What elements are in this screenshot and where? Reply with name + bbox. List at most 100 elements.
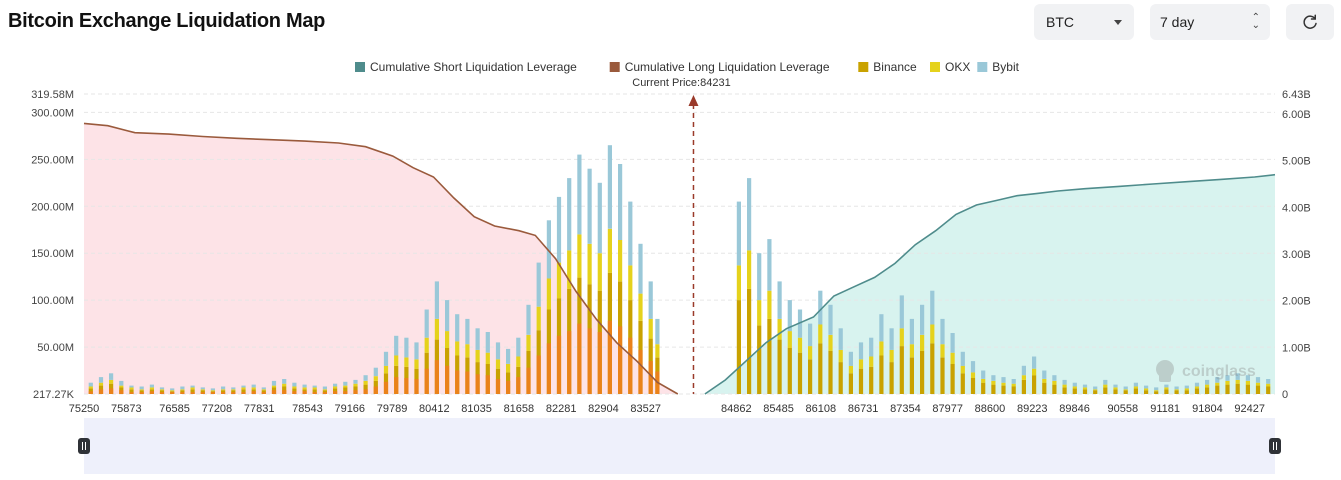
x-tick-label: 79166 (334, 403, 365, 415)
bar-okx (363, 380, 368, 385)
bar-okx (879, 341, 884, 356)
x-tick-label: 77831 (244, 403, 275, 415)
bar-bybit (1042, 370, 1047, 379)
bar-okx (747, 250, 752, 289)
bar-okx (251, 387, 256, 390)
page-title: Bitcoin Exchange Liquidation Map (8, 10, 326, 32)
bar-bybit (1093, 386, 1098, 390)
navigator-right-handle[interactable] (1269, 438, 1281, 454)
current-price-arrow-icon (688, 95, 699, 106)
bar-okx (1133, 386, 1138, 389)
bar-okx (495, 359, 501, 369)
bar-binance (1255, 385, 1261, 394)
x-tick-label: 85485 (763, 403, 794, 415)
bar-okx (930, 324, 935, 344)
bar-bybit (655, 318, 660, 345)
bar-binance (757, 325, 762, 394)
bar-okx (343, 385, 348, 388)
bar-bybit (251, 384, 256, 388)
bar-long-liquidation (88, 391, 93, 394)
bar-okx (536, 306, 541, 331)
bar-bybit (920, 304, 925, 335)
x-tick-label: 81658 (504, 403, 535, 415)
bar-bybit (747, 178, 752, 251)
bar-long-liquidation (465, 371, 470, 394)
coinglass-logo: coinglass (1156, 360, 1256, 382)
legend-label: Cumulative Long Liquidation Leverage (625, 60, 830, 74)
bar-long-liquidation (343, 391, 348, 394)
y-right-tick-label: 6.43B (1282, 89, 1311, 101)
bar-okx (869, 356, 874, 367)
bar-long-liquidation (98, 389, 104, 394)
legend-label: Binance (873, 60, 917, 74)
bar-long-liquidation (170, 392, 175, 394)
bar-okx (899, 328, 904, 347)
bar-binance (736, 300, 741, 394)
navigator-range (84, 418, 1275, 474)
time-range-select[interactable]: 7 day ⌃ ⌄ (1150, 4, 1270, 40)
bar-okx (445, 331, 450, 348)
bar-okx (241, 387, 246, 390)
bar-binance (930, 343, 935, 394)
bar-okx (648, 318, 653, 339)
bar-okx (139, 389, 144, 391)
x-tick-label: 82281 (546, 403, 577, 415)
bar-binance (920, 350, 925, 394)
bar-okx (394, 355, 399, 366)
bar-bybit (292, 382, 297, 387)
bar-binance (797, 352, 803, 394)
bar-long-liquidation (516, 377, 521, 394)
bar-okx (1205, 384, 1210, 388)
bar-okx (1154, 390, 1159, 392)
bar-binance (1113, 389, 1118, 394)
bar-binance (767, 318, 772, 394)
bar-binance (981, 382, 986, 394)
bar-okx (526, 334, 531, 351)
y-left-tick-label: 150.00M (31, 248, 74, 260)
bar-bybit (1103, 379, 1108, 385)
bar-long-liquidation (353, 390, 358, 394)
coin-select[interactable]: BTC (1034, 4, 1134, 40)
legend-swatch (977, 62, 988, 72)
bar-bybit (607, 145, 612, 229)
navigator-left-handle[interactable] (78, 438, 90, 454)
bar-okx (373, 376, 378, 381)
bar-okx (1093, 389, 1098, 391)
bar-long-liquidation (373, 386, 378, 394)
bar-bybit (373, 367, 378, 377)
bar-binance (1011, 386, 1016, 394)
bar-okx (190, 387, 195, 390)
y-right-tick-label: 2.00B (1282, 296, 1311, 308)
bar-long-liquidation (302, 391, 307, 394)
chevron-down-icon (1114, 19, 1122, 25)
bar-okx (1164, 387, 1169, 390)
bar-okx (1194, 386, 1200, 389)
bar-bybit (767, 239, 772, 291)
bar-long-liquidation (322, 392, 327, 394)
bar-okx (1032, 368, 1037, 376)
bar-binance (1032, 375, 1037, 394)
chart-legend: Cumulative Short Liquidation Leverage Cum… (355, 60, 1020, 74)
bar-bybit (869, 337, 874, 357)
bar-bybit (950, 333, 955, 353)
bar-bybit (1001, 377, 1006, 383)
bar-bybit (261, 387, 266, 390)
bar-bybit (414, 342, 419, 360)
legend-label: OKX (945, 60, 970, 74)
refresh-button[interactable] (1286, 4, 1334, 40)
x-tick-label: 75873 (111, 403, 142, 415)
bar-okx (485, 352, 490, 364)
bar-bybit (383, 351, 389, 366)
bar-bybit (970, 361, 976, 373)
bar-binance (970, 378, 976, 394)
x-tick-label: 79789 (377, 403, 408, 415)
bar-bybit (516, 337, 521, 357)
time-range-select-value: 7 day (1160, 14, 1195, 30)
legend-swatch (858, 62, 869, 72)
bar-bybit (241, 385, 246, 388)
bar-bybit (848, 351, 853, 366)
x-tick-label: 75250 (69, 403, 100, 415)
bar-bybit (577, 154, 582, 235)
bar-okx (818, 324, 823, 344)
bar-binance (787, 348, 792, 394)
